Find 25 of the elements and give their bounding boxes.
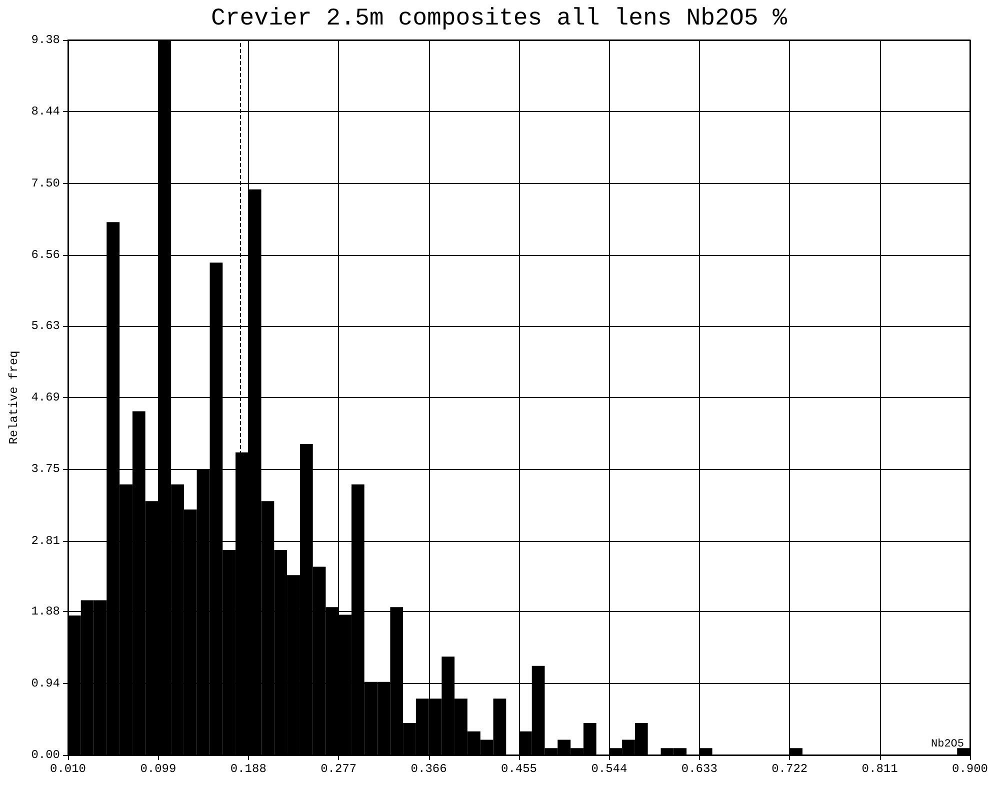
y-tick-label: 4.69 xyxy=(31,390,60,404)
y-tick-label: 6.56 xyxy=(31,248,60,262)
y-tick-label: 1.88 xyxy=(31,604,60,619)
x-tick-label: 0.900 xyxy=(952,762,988,776)
y-tick-label: 3.75 xyxy=(31,462,60,476)
y-tick-label: 0.00 xyxy=(31,748,60,762)
y-axis-title: Relative freq xyxy=(7,350,21,444)
y-tick-label: 7.50 xyxy=(31,176,60,190)
x-axis-title: Nb2O5 xyxy=(930,738,964,750)
x-tick-label: 0.455 xyxy=(500,762,538,776)
y-tick-label: 9.38 xyxy=(31,33,60,47)
y-tick-label: 5.63 xyxy=(31,318,60,333)
x-tick-label: 0.544 xyxy=(591,762,628,776)
x-tick-label: 0.010 xyxy=(50,762,86,776)
y-tick-label: 0.94 xyxy=(31,676,60,690)
x-tick-label: 0.366 xyxy=(410,762,447,776)
x-tick-label: 0.811 xyxy=(862,762,898,776)
x-tick-label: 0.722 xyxy=(772,762,808,776)
y-tick-label: 8.44 xyxy=(31,104,60,119)
x-tick-label: 0.099 xyxy=(140,762,176,776)
chart-title: Crevier 2.5m composites all lens Nb2O5 % xyxy=(210,6,788,32)
x-tick-label: 0.277 xyxy=(320,762,357,776)
x-tick-label: 0.633 xyxy=(681,762,718,776)
y-tick-label: 2.81 xyxy=(31,534,60,548)
x-tick-label: 0.188 xyxy=(230,762,266,776)
